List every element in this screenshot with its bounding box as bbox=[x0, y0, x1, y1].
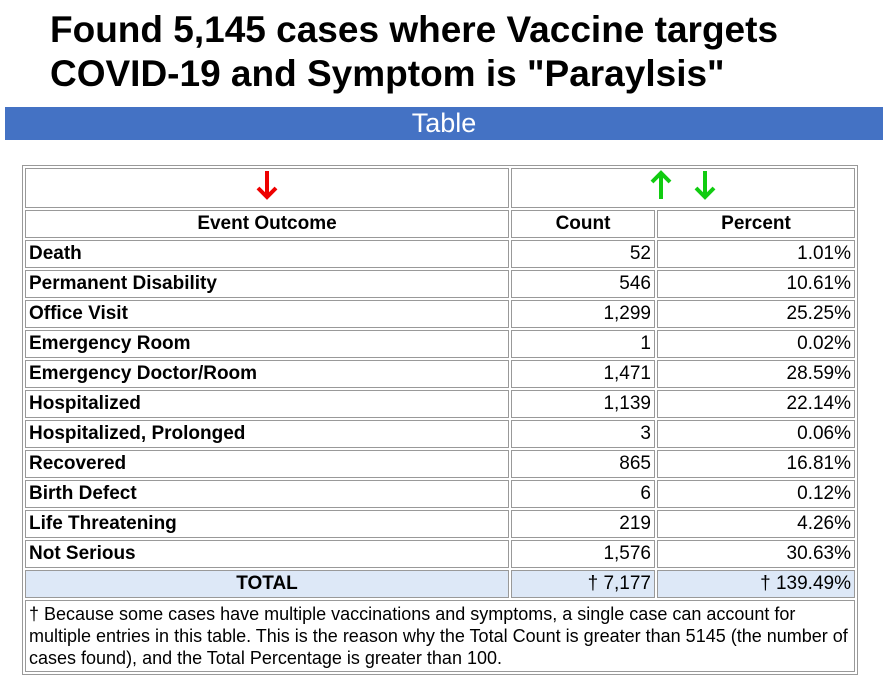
outcome-cell: Birth Defect bbox=[25, 480, 509, 508]
value-cell: 0.06% bbox=[657, 420, 855, 448]
value-cell: 865 bbox=[511, 450, 655, 478]
outcome-cell: Not Serious bbox=[25, 540, 509, 568]
table-row: Emergency Doctor/Room 1,471 28.59% bbox=[25, 360, 855, 388]
table-row: Hospitalized 1,139 22.14% bbox=[25, 390, 855, 418]
outcome-cell: Recovered bbox=[25, 450, 509, 478]
sort-up-arrow[interactable] bbox=[650, 169, 672, 201]
outcome-cell: Hospitalized, Prolonged bbox=[25, 420, 509, 448]
footnote: † Because some cases have multiple vacci… bbox=[25, 600, 855, 672]
outcome-cell: TOTAL bbox=[25, 570, 509, 598]
value-cell: 22.14% bbox=[657, 390, 855, 418]
column-header: Percent bbox=[657, 210, 855, 238]
outcome-cell: Life Threatening bbox=[25, 510, 509, 538]
column-header: Count bbox=[511, 210, 655, 238]
table-row: Emergency Room 1 0.02% bbox=[25, 330, 855, 358]
outcome-cell: Emergency Doctor/Room bbox=[25, 360, 509, 388]
outcome-cell: Permanent Disability bbox=[25, 270, 509, 298]
table-row: Life Threatening 219 4.26% bbox=[25, 510, 855, 538]
column-header: Event Outcome bbox=[25, 210, 509, 238]
outcome-cell: Death bbox=[25, 240, 509, 268]
value-cell: 30.63% bbox=[657, 540, 855, 568]
table-row: TOTAL † 7,177 † 139.49% bbox=[25, 570, 855, 598]
table-row: Death 52 1.01% bbox=[25, 240, 855, 268]
value-cell: 1,139 bbox=[511, 390, 655, 418]
table-row: Recovered 865 16.81% bbox=[25, 450, 855, 478]
value-cell: 1,299 bbox=[511, 300, 655, 328]
banner: Table bbox=[5, 107, 883, 140]
table-row: Not Serious 1,576 30.63% bbox=[25, 540, 855, 568]
page-title: Found 5,145 cases where Vaccine targets … bbox=[50, 9, 779, 94]
value-cell: 28.59% bbox=[657, 360, 855, 388]
outcome-cell: Office Visit bbox=[25, 300, 509, 328]
value-cell: 0.02% bbox=[657, 330, 855, 358]
table-body: Event Outcome Count Percent Death 52 1.01%… bbox=[25, 168, 855, 672]
value-cell: 16.81% bbox=[657, 450, 855, 478]
table-row: Birth Defect 6 0.12% bbox=[25, 480, 855, 508]
value-cell: 1,471 bbox=[511, 360, 655, 388]
sort-cell bbox=[511, 168, 855, 208]
header-row: Event Outcome Count Percent bbox=[25, 210, 855, 238]
value-cell: 3 bbox=[511, 420, 655, 448]
sort-cell bbox=[25, 168, 509, 208]
value-cell: † 7,177 bbox=[511, 570, 655, 598]
value-cell: 1,576 bbox=[511, 540, 655, 568]
sort-down-arrow[interactable] bbox=[694, 169, 716, 201]
value-cell: 546 bbox=[511, 270, 655, 298]
table-row: Office Visit 1,299 25.25% bbox=[25, 300, 855, 328]
table-row: Hospitalized, Prolonged 3 0.06% bbox=[25, 420, 855, 448]
value-cell: † 139.49% bbox=[657, 570, 855, 598]
sort-down-arrow[interactable] bbox=[256, 169, 278, 201]
value-cell: 1 bbox=[511, 330, 655, 358]
value-cell: 10.61% bbox=[657, 270, 855, 298]
results-table: Event Outcome Count Percent Death 52 1.01%… bbox=[22, 165, 858, 675]
outcome-cell: Emergency Room bbox=[25, 330, 509, 358]
value-cell: 1.01% bbox=[657, 240, 855, 268]
value-cell: 25.25% bbox=[657, 300, 855, 328]
value-cell: 6 bbox=[511, 480, 655, 508]
table-row: Permanent Disability 546 10.61% bbox=[25, 270, 855, 298]
footnote-row: † Because some cases have multiple vacci… bbox=[25, 600, 855, 672]
value-cell: 219 bbox=[511, 510, 655, 538]
value-cell: 0.12% bbox=[657, 480, 855, 508]
sort-row bbox=[25, 168, 855, 208]
outcome-cell: Hospitalized bbox=[25, 390, 509, 418]
value-cell: 4.26% bbox=[657, 510, 855, 538]
value-cell: 52 bbox=[511, 240, 655, 268]
